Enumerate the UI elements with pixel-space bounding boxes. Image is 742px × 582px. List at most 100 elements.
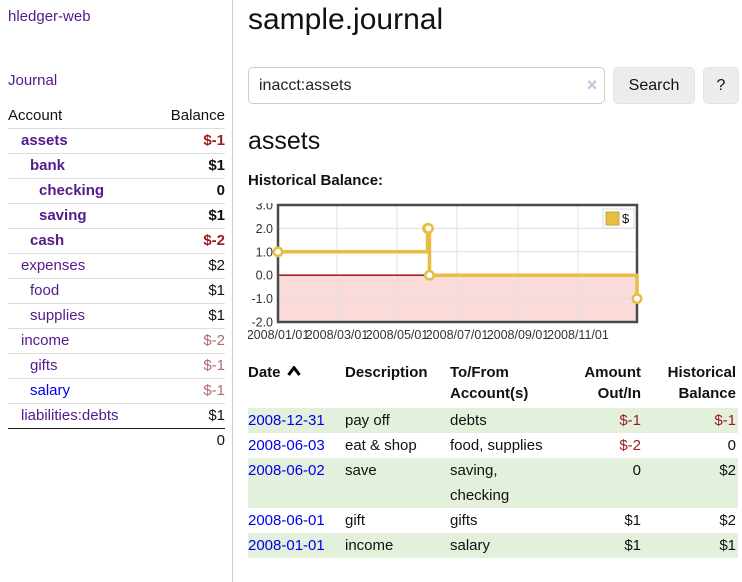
account-balance: $1 [153, 303, 225, 329]
x-tick-label: 2008/09/01 [487, 328, 550, 342]
account-row: liabilities:debts $1 [8, 403, 225, 429]
y-tick-label: 1.0 [256, 245, 273, 259]
chart-label: Historical Balance: [248, 172, 384, 189]
data-point [423, 222, 434, 234]
account-balance: $-1 [153, 353, 225, 379]
data-point [631, 293, 643, 305]
account-row: saving $1 [8, 203, 225, 229]
sidebar-account-link[interactable]: cash [30, 232, 65, 249]
account-balance: $1 [153, 403, 225, 429]
main-content: sample.journal × Search ? assets Histori… [248, 0, 740, 582]
page-title: sample.journal [248, 3, 444, 36]
register-balance-cell: $-1 [643, 408, 738, 433]
sidebar-account-link[interactable]: bank [30, 157, 66, 174]
clear-search-icon[interactable]: × [586, 75, 598, 95]
register-amount-cell: $-2 [619, 437, 641, 454]
transaction-date-link[interactable]: 2008-01-01 [248, 537, 325, 554]
y-tick-label: -2.0 [251, 316, 273, 330]
sidebar-account-link[interactable]: gifts [30, 357, 58, 374]
plot-border [276, 203, 639, 324]
x-tick-label: 2008/01/01 [248, 328, 309, 342]
transaction-date-link[interactable]: 2008-06-03 [248, 437, 325, 454]
account-row: assets $-1 [8, 128, 225, 154]
search-form: × Search ? [248, 67, 740, 105]
sidebar-account-link[interactable]: saving [39, 207, 87, 224]
account-row: food $1 [8, 278, 225, 304]
accounts-table: Account Balance assets $-1 bank $1 checking 0… [8, 104, 225, 453]
account-balance: $-1 [153, 378, 225, 404]
account-cell: food [8, 278, 154, 304]
accounts-header-account: Account [8, 107, 63, 124]
y-tick-label: 3.0 [256, 203, 273, 213]
legend-label: $ [622, 211, 630, 226]
register-accounts-cell: gifts [450, 512, 478, 529]
register-date-cell: 2008-06-01 [248, 508, 345, 533]
sidebar-account-link[interactable]: food [30, 282, 60, 299]
register-amount-cell: $1 [624, 512, 641, 529]
account-balance: $1 [153, 278, 225, 304]
sidebar-account-link[interactable]: liabilities:debts [21, 407, 119, 424]
sidebar-account-link[interactable]: checking [39, 182, 105, 199]
account-cell: saving [8, 203, 154, 229]
register-date-cell: 2008-06-02 [248, 458, 345, 508]
register-row: 2008-01-01 income salary $1 $1 [248, 533, 738, 558]
account-cell: cash [8, 228, 154, 254]
sidebar: hledger-web Journal Account Balance asse… [0, 0, 233, 582]
register-table: Date Description To/From Account(s) Amou… [248, 362, 738, 558]
account-row: income $-2 [8, 328, 225, 354]
sort-asc-icon [286, 366, 301, 376]
x-tick-label: 2008/03/01 [306, 328, 369, 342]
account-cell: supplies [8, 303, 154, 329]
sidebar-item-journal[interactable]: Journal [8, 72, 58, 89]
x-tick-label: 2008/07/01 [426, 328, 489, 342]
accounts-header-balance: Balance [170, 107, 225, 124]
account-row: salary $-1 [8, 378, 225, 404]
account-row: checking 0 [8, 178, 225, 204]
register-row: 2008-06-03 eat & shop food, supplies $-2 0 [248, 433, 738, 458]
register-description-cell: eat & shop [345, 437, 417, 454]
register-accounts-cell: saving, checking [450, 458, 583, 508]
accounts-total-value: 0 [153, 428, 225, 453]
sidebar-account-link[interactable]: expenses [21, 257, 86, 274]
account-cell: liabilities:debts [8, 403, 154, 429]
account-cell: income [8, 328, 154, 354]
transaction-date-link[interactable]: 2008-06-02 [248, 462, 325, 479]
sidebar-account-link[interactable]: assets [21, 132, 68, 149]
sidebar-account-link[interactable]: supplies [30, 307, 86, 324]
register-header-description: Description [345, 364, 428, 381]
accounts-total-spacer [8, 428, 154, 453]
account-cell: salary [8, 378, 154, 404]
register-table-body: 2008-12-31 pay off debts $-1 $-1 2008-06-03 ea… [248, 408, 738, 558]
account-cell: bank [8, 153, 154, 179]
account-balance: $-2 [153, 228, 225, 254]
register-header-balance: Historical Balance [667, 364, 736, 402]
transaction-date-link[interactable]: 2008-12-31 [248, 412, 325, 429]
help-button[interactable]: ? [703, 67, 739, 104]
register-header-date-label: Date [248, 364, 281, 381]
register-row: 2008-06-02 save saving, checking 0 $2 [248, 458, 738, 508]
sidebar-account-link[interactable]: income [21, 332, 70, 349]
register-description-cell: gift [345, 512, 366, 529]
register-amount-cell: 0 [583, 458, 643, 508]
search-input[interactable] [248, 67, 605, 104]
account-balance: $-1 [153, 128, 225, 154]
register-header-amount: Amount Out/In [584, 364, 641, 402]
search-button[interactable]: Search [613, 67, 695, 104]
account-balance: 0 [153, 178, 225, 204]
legend-swatch [605, 211, 620, 226]
register-header-date[interactable]: Date [248, 362, 345, 408]
x-tick-label: 2008/05/01 [366, 328, 429, 342]
transaction-date-link[interactable]: 2008-06-01 [248, 512, 325, 529]
register-balance-cell: $2 [719, 512, 736, 529]
chart-svg: $3.0 2.0 1.0 0.0 -1.0 -2.02008/01/012008/03/0… [248, 203, 643, 342]
register-row: 2008-06-01 gift gifts $1 $2 [248, 508, 738, 533]
register-accounts-cell: debts [450, 408, 583, 433]
register-accounts-cell: salary [450, 533, 583, 558]
account-heading: assets [248, 127, 321, 155]
data-point [272, 246, 284, 258]
sidebar-account-link[interactable]: salary [30, 382, 71, 399]
app-title-link[interactable]: hledger-web [8, 8, 91, 25]
account-row: expenses $2 [8, 253, 225, 279]
account-cell: gifts [8, 353, 154, 379]
account-balance: $2 [153, 253, 225, 279]
